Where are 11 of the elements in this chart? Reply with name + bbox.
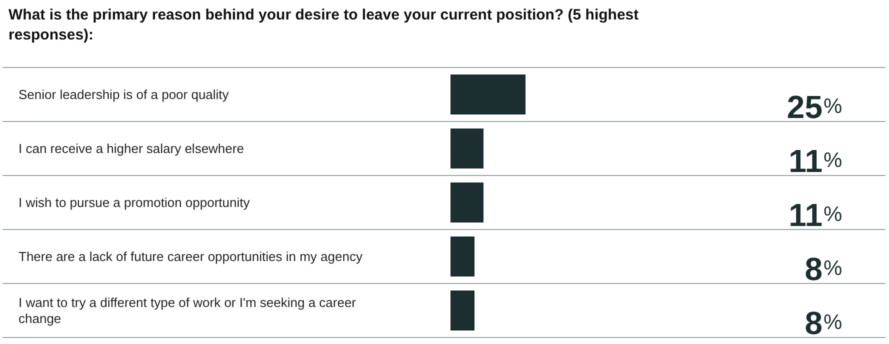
y-tick-label: I wish to pursue a promotion opportunity [18,195,250,210]
y-tick-label: There are a lack of future career opportunities in my agency [18,249,363,264]
data-label: 25% [786,89,842,125]
data-label: 11% [788,197,842,233]
data-label: 11% [788,143,842,179]
y-tick-label: Senior leadership is of a poor quality [18,87,230,102]
data-label: 8% [804,251,842,287]
y-tick-label: I can receive a higher salary elsewhere [18,141,244,156]
y-tick-label: I want to try a different type of work or I'm seeking a career change [18,295,357,326]
data-label: 8% [804,305,842,341]
text: What is the primary reason behind your desire to leave your current position? (5 highest responses): [8,6,639,44]
